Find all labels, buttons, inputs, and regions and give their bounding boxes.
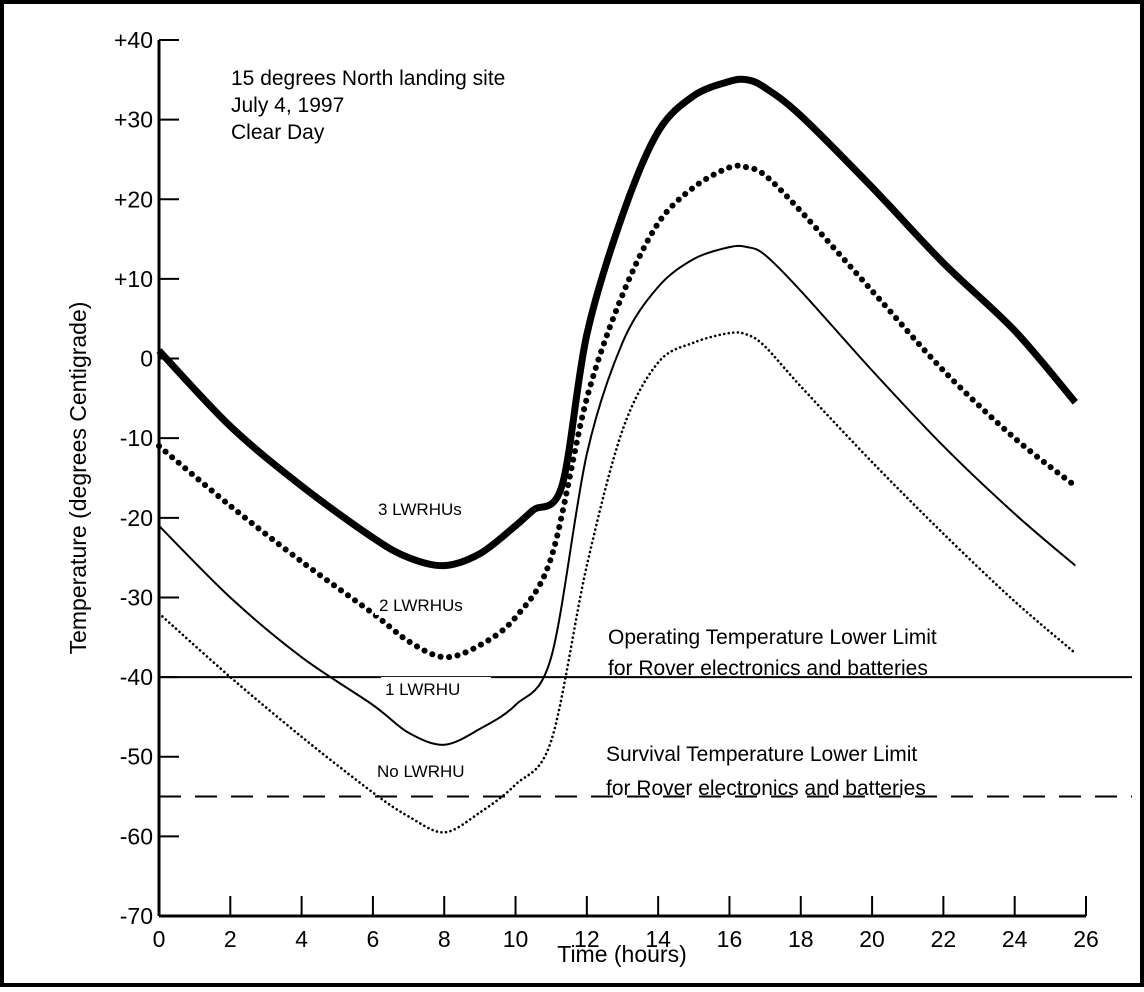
curve-label-1-lwrhu: 1 LWRHU [385, 680, 460, 699]
series-line-1-lwrhu [158, 244, 1076, 746]
operating-limit-label-line2: for Rover electronics and batteries [608, 657, 928, 680]
reference-labels: Operating Temperature Lower Limit for Ro… [606, 626, 937, 800]
x-tick-label: 12 [574, 926, 600, 952]
label-bg-1-lwrhu [381, 677, 491, 699]
x-ticks: 0 2 4 6 8 10 12 14 16 18 20 22 24 26 [153, 896, 1099, 952]
y-tick-label: +20 [114, 186, 153, 212]
x-tick-label: 6 [367, 926, 380, 952]
series-line-no-lwrhu [157, 331, 1077, 834]
operating-limit-label-line1: Operating Temperature Lower Limit [608, 626, 937, 649]
x-tick-label: 18 [788, 926, 814, 952]
y-tick-label: -50 [120, 744, 153, 770]
x-tick-label: 20 [859, 926, 885, 952]
curve-label-no-lwrhu: No LWRHU [377, 762, 465, 781]
x-tick-label: 2 [224, 926, 237, 952]
x-axis-title: Time (hours) [557, 941, 687, 967]
y-tick-label: +40 [114, 27, 153, 53]
annotation-condition: Clear Day [231, 121, 325, 144]
y-ticks: +40 +30 +20 +10 0 -10 -20 -30 -40 -50 -60 -70 [114, 27, 179, 929]
y-tick-label: +30 [114, 107, 153, 133]
label-bg-3-lwrhus [374, 497, 498, 519]
curve-label-2-lwrhus: 2 LWRHUs [379, 596, 463, 615]
y-tick-label: -60 [120, 823, 153, 849]
x-tick-label: 26 [1073, 926, 1099, 952]
survival-limit-label-line2: for Rover electronics and batteries [606, 777, 926, 800]
y-tick-label: -10 [120, 425, 153, 451]
reference-lines [159, 676, 1132, 798]
label-bg-no-lwrhu [373, 759, 503, 781]
series-line-2-lwrhus [156, 162, 1079, 661]
y-tick-label: 0 [140, 346, 153, 372]
annotation-site: 15 degrees North landing site [231, 67, 505, 90]
annotation-date: July 4, 1997 [231, 94, 344, 117]
curve-label-3-lwrhus: 3 LWRHUs [378, 500, 462, 519]
x-tick-label: 8 [438, 926, 451, 952]
x-tick-label: 24 [1002, 926, 1028, 952]
axes [157, 40, 1086, 918]
x-tick-label: 10 [503, 926, 529, 952]
x-tick-label: 22 [931, 926, 957, 952]
survival-limit-label-line1: Survival Temperature Lower Limit [606, 743, 917, 766]
y-tick-label: -20 [120, 505, 153, 531]
curve-labels: 3 LWRHUs 2 LWRHUs 1 LWRHU No LWRHU [373, 497, 503, 781]
x-tick-label: 14 [645, 926, 671, 952]
series-lines [156, 75, 1079, 834]
y-tick-label: +10 [114, 266, 153, 292]
y-tick-label: -40 [120, 664, 153, 690]
y-tick-label: -30 [120, 584, 153, 610]
annotation-block: 15 degrees North landing site July 4, 19… [231, 67, 505, 144]
x-tick-label: 4 [295, 926, 308, 952]
x-tick-label: 16 [717, 926, 743, 952]
y-axis-title: Temperature (degrees Centigrade) [65, 302, 91, 655]
x-tick-label: 0 [153, 926, 166, 952]
y-tick-label: -70 [120, 903, 153, 929]
series-line-3-lwrhus [156, 75, 1078, 570]
label-bg-2-lwrhus [375, 593, 499, 615]
